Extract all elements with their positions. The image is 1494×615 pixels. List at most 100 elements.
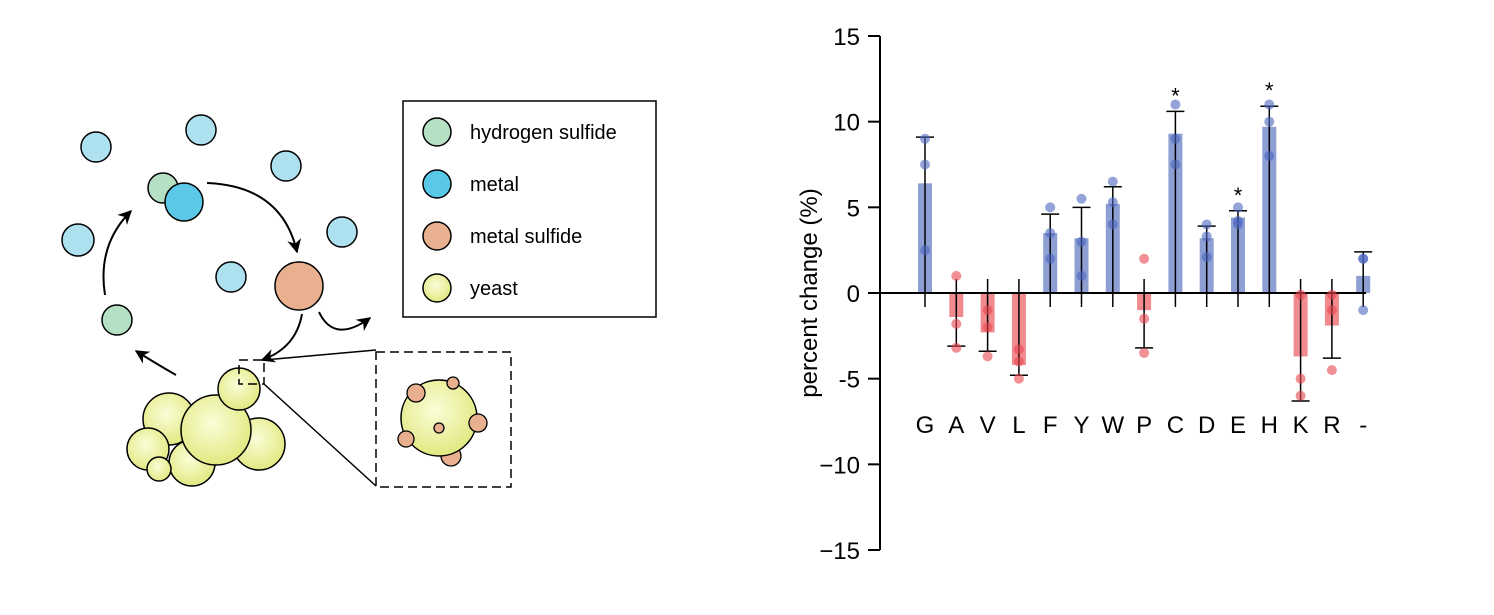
data-point-L: [1013, 344, 1024, 355]
data-point-W: [1107, 176, 1118, 187]
data-point-Y: [1076, 270, 1087, 281]
legend-label: yeast: [470, 278, 518, 300]
metal-particle: [80, 131, 112, 163]
arrow: [206, 182, 302, 254]
x-tick-label: P: [1136, 412, 1152, 439]
data-point-V: [982, 351, 993, 362]
data-point-H: [1264, 99, 1275, 110]
data-point-F: [1045, 228, 1056, 239]
hydrogen-sulfide-particle: [101, 304, 133, 336]
significance-markers: * * *: [1171, 78, 1274, 208]
data-point-A: [951, 318, 962, 329]
x-tick-label: C: [1167, 412, 1184, 439]
data-point-V: [982, 305, 993, 316]
reaction-arrows: [102, 182, 372, 376]
data-point-K: [1295, 390, 1306, 401]
metal-particle-bound: [164, 182, 204, 222]
x-tick-label: A: [948, 412, 964, 439]
arrow: [318, 311, 372, 332]
y-tick-label: 10: [833, 110, 860, 137]
metal-particle: [61, 223, 95, 257]
y-tick-label: 0: [847, 281, 860, 308]
data-point-L: [1013, 356, 1024, 367]
x-tick-label: L: [1012, 412, 1025, 439]
metal-sulfide-granule: [468, 413, 488, 433]
yeast-cell: [146, 456, 172, 482]
significance-asterisk: *: [1265, 78, 1274, 103]
y-tick-label: 15: [833, 24, 860, 51]
arrow: [260, 313, 303, 363]
data-point-K: [1295, 289, 1306, 300]
data-point-E: [1233, 202, 1243, 213]
arrow: [134, 350, 177, 376]
y-axis-label: percent change (%): [796, 188, 823, 397]
data-point-W: [1107, 197, 1118, 208]
data-point-C: [1170, 159, 1181, 170]
metal-sulfide-granule: [406, 383, 426, 403]
data-point--: [1358, 305, 1369, 316]
data-point-E: [1233, 219, 1243, 230]
zoom-line: [263, 383, 377, 487]
y-tick-label: −15: [819, 538, 860, 565]
data-point-R: [1326, 365, 1337, 376]
data-point-Y: [1076, 193, 1087, 204]
metal-particle: [215, 261, 247, 293]
data-points: [920, 99, 1369, 401]
x-tick-label: Y: [1073, 412, 1089, 439]
x-tick-label: K: [1293, 412, 1309, 439]
data-point-P: [1139, 313, 1150, 324]
y-axis: 15 10 5 0 -5 −10 −15: [819, 24, 881, 565]
legend-item-metal: metal: [422, 169, 519, 199]
arrow: [102, 210, 132, 296]
x-tick-label: D: [1198, 412, 1215, 439]
data-point-R: [1326, 305, 1337, 316]
data-point-G: [920, 245, 930, 256]
data-point-W: [1107, 219, 1118, 230]
legend: hydrogen sulfide metal metal sulfide yea…: [402, 100, 657, 318]
data-point-C: [1170, 99, 1181, 110]
x-tick-label: F: [1043, 412, 1058, 439]
data-point-D: [1201, 252, 1212, 263]
metal-sulfide-precipitation-diagram: hydrogen sulfide metal metal sulfide yea…: [61, 100, 657, 488]
data-point-V: [982, 322, 993, 333]
significance-asterisk: *: [1234, 183, 1243, 208]
legend-label: metal: [470, 174, 519, 196]
metal-particles: [61, 114, 358, 293]
metal-sulfide-granule: [433, 422, 445, 434]
data-point-F: [1045, 253, 1056, 264]
data-point-G: [920, 159, 930, 170]
metal-sulfide-granule: [397, 430, 415, 448]
x-tick-label: V: [980, 412, 996, 439]
yeast-swatch: [422, 273, 452, 303]
x-tick-label: G: [916, 412, 935, 439]
hydrogen-sulfide-swatch: [422, 117, 452, 147]
data-point-D: [1201, 231, 1212, 242]
yeast-cell: [217, 367, 261, 411]
data-point-Y: [1076, 236, 1087, 247]
data-point-F: [1045, 202, 1056, 213]
data-point-G: [920, 133, 930, 144]
zoom-source-box: [238, 359, 265, 385]
x-tick-label: W: [1101, 412, 1124, 439]
legend-item-hydrogen-sulfide: hydrogen sulfide: [422, 117, 617, 147]
data-point--: [1358, 253, 1369, 264]
data-point-D: [1201, 219, 1212, 230]
legend-label: metal sulfide: [470, 226, 582, 248]
y-tick-label: −10: [819, 452, 860, 479]
data-point-L: [1013, 373, 1024, 384]
metal-sulfide-particle: [274, 261, 324, 311]
x-tick-label: H: [1261, 412, 1278, 439]
legend-item-metal-sulfide: metal sulfide: [422, 221, 582, 251]
data-point-R: [1326, 289, 1337, 300]
zoom-line: [263, 349, 377, 361]
metal-particle: [270, 150, 302, 182]
data-point-K: [1295, 373, 1306, 384]
data-point-H: [1264, 150, 1275, 161]
data-point-A: [951, 342, 962, 353]
zoomed-yeast-cell: [397, 376, 488, 467]
x-tick-label: -: [1359, 412, 1367, 439]
yeast-cell: [180, 394, 252, 466]
